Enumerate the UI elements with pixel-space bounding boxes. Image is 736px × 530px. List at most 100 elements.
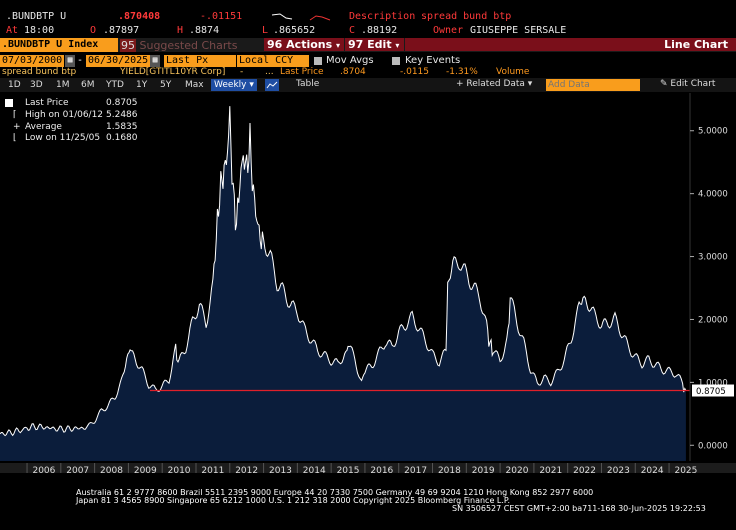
last-value-label: 0.8705 bbox=[696, 387, 726, 397]
tab-1y[interactable]: 1Y bbox=[136, 80, 148, 90]
y-tick-label: 5.0000 bbox=[698, 127, 728, 137]
edit-button[interactable]: 97 Edit ▾ bbox=[345, 38, 404, 51]
x-tick-label: 2019 bbox=[472, 466, 495, 473]
average-marker-icon: + bbox=[13, 122, 21, 132]
currency-value: Local CCY bbox=[239, 55, 294, 66]
y-tick-label: 0.0000 bbox=[698, 441, 728, 451]
description-label: Description bbox=[349, 11, 416, 22]
start-date-field[interactable]: 07/03/2000 bbox=[0, 55, 64, 67]
tab-max[interactable]: Max bbox=[185, 80, 204, 90]
last-price-label: Last Price bbox=[280, 67, 324, 77]
series-area bbox=[0, 106, 686, 461]
related-data-button[interactable]: + Related Data ▾ bbox=[456, 79, 532, 89]
low-label: L bbox=[262, 25, 269, 36]
add-data-input[interactable] bbox=[546, 79, 640, 91]
price-field-select[interactable]: Last Px bbox=[164, 55, 236, 67]
footer-line-3: SN 3506527 CEST GMT+2:00 ba711-168 30-Ju… bbox=[452, 504, 706, 513]
mov-avgs-label: Mov Avgs bbox=[326, 55, 374, 66]
tab-6m[interactable]: 6M bbox=[81, 80, 95, 90]
high-label: H bbox=[177, 25, 184, 36]
x-tick-label: 2025 bbox=[674, 466, 697, 473]
edit-chart-icon: ✎ bbox=[660, 79, 671, 89]
calendar-icon[interactable]: ▦ bbox=[150, 55, 160, 67]
price-chart[interactable]: 0.0000 1.0000 2.0000 3.0000 4.0000 5.0000 0.87… bbox=[0, 93, 736, 473]
x-tick-label: 2006 bbox=[32, 466, 55, 473]
footer-line-1: Australia 61 2 9777 8600 Brazil 5511 239… bbox=[76, 488, 594, 497]
chart-title-bar: Line Chart bbox=[405, 38, 736, 51]
tab-1m[interactable]: 1M bbox=[56, 80, 70, 90]
key-events-checkbox[interactable] bbox=[392, 57, 400, 65]
close-value: .88192 bbox=[361, 25, 398, 36]
price-field-value: Last Px bbox=[166, 55, 209, 66]
mov-avgs-checkbox[interactable] bbox=[314, 57, 322, 65]
tab-3d[interactable]: 3D bbox=[30, 80, 43, 90]
legend-last-swatch bbox=[5, 99, 13, 107]
close-label: C bbox=[349, 25, 356, 36]
legend-low-value: 0.1680 bbox=[106, 133, 138, 143]
suggested-num: 95 bbox=[120, 39, 136, 52]
last-price-value: .8704 bbox=[340, 67, 366, 77]
actions-label: Actions bbox=[286, 38, 333, 51]
calendar-icon[interactable]: ▦ bbox=[65, 55, 75, 67]
separator-dash: - bbox=[240, 67, 244, 77]
series-name: spread bund btp bbox=[2, 67, 77, 77]
period-select[interactable]: Weekly ▾ bbox=[211, 79, 257, 91]
open-value: .87897 bbox=[103, 25, 140, 36]
yield-ticker: YIELD[GTITL10YR Corp] bbox=[120, 67, 226, 77]
x-tick-label: 2018 bbox=[438, 466, 461, 473]
date-separator: - bbox=[77, 55, 84, 66]
time-value: 18:00 bbox=[24, 25, 55, 36]
x-tick-label: 2011 bbox=[201, 466, 224, 473]
high-value: .8874 bbox=[189, 25, 220, 36]
related-data-label: + Related Data bbox=[456, 79, 525, 89]
edit-chart-label: Edit Chart bbox=[670, 79, 716, 89]
chart-legend: Last Price 0.8705 ⌈ High on 01/06/12 5.2… bbox=[3, 96, 138, 146]
sparkline-icon bbox=[271, 13, 331, 21]
price-change: -.0115 bbox=[400, 67, 430, 77]
edit-chart-button[interactable]: ✎ Edit Chart bbox=[660, 79, 715, 89]
x-tick-label: 2008 bbox=[100, 466, 123, 473]
legend-low-label: Low on 11/25/05 bbox=[25, 133, 101, 143]
x-tick-label: 2020 bbox=[506, 466, 529, 473]
x-tick-label: 2012 bbox=[235, 466, 258, 473]
owner-label: Owner bbox=[433, 25, 464, 36]
price-change-pct: -1.31% bbox=[446, 67, 478, 77]
x-tick-label: 2013 bbox=[269, 466, 292, 473]
x-tick-label: 2009 bbox=[134, 466, 157, 473]
high-marker-icon: ⌈ bbox=[13, 110, 17, 120]
currency-select[interactable]: Local CCY bbox=[237, 55, 309, 67]
chevron-down-icon: ▾ bbox=[246, 80, 254, 90]
key-events-label: Key Events bbox=[405, 55, 461, 66]
change-value: -.01151 bbox=[200, 11, 243, 22]
actions-button[interactable]: 96 Actions ▾ bbox=[264, 38, 344, 51]
security-field[interactable]: .BUNDBTP U Index bbox=[0, 38, 118, 52]
legend-avg-value: 1.5835 bbox=[106, 122, 138, 132]
legend-high-value: 5.2486 bbox=[106, 110, 138, 120]
end-date-field[interactable]: 06/30/2025 bbox=[86, 55, 150, 67]
suggested-charts-button[interactable]: 95 Suggested Charts bbox=[120, 39, 237, 52]
x-axis-band bbox=[0, 463, 736, 473]
actions-num: 96 bbox=[267, 38, 283, 51]
edit-label: Edit bbox=[367, 38, 392, 51]
y-tick-label: 2.0000 bbox=[698, 315, 728, 325]
x-tick-label: 2024 bbox=[641, 466, 664, 473]
ticker: .BUNDBTP U bbox=[6, 11, 67, 22]
legend-high-label: High on 01/06/12 bbox=[25, 110, 104, 120]
tab-ytd[interactable]: YTD bbox=[106, 80, 124, 90]
tab-1d[interactable]: 1D bbox=[8, 80, 21, 90]
x-tick-label: 2015 bbox=[337, 466, 360, 473]
description-value: spread bund btp bbox=[421, 11, 512, 22]
x-tick-label: 2010 bbox=[168, 466, 191, 473]
suggested-label: Suggested Charts bbox=[139, 39, 238, 52]
y-tick-label: 4.0000 bbox=[698, 190, 728, 200]
x-tick-label: 2017 bbox=[404, 466, 427, 473]
legend-last-value: 0.8705 bbox=[106, 98, 138, 108]
tab-5y[interactable]: 5Y bbox=[160, 80, 172, 90]
table-button[interactable]: Table bbox=[296, 79, 320, 89]
chevron-down-icon: ▾ bbox=[336, 41, 341, 50]
low-marker-icon: ⌊ bbox=[13, 133, 17, 143]
x-tick-label: 2023 bbox=[607, 466, 630, 473]
at-label: At bbox=[6, 25, 19, 36]
line-chart-icon[interactable] bbox=[265, 79, 279, 91]
x-tick-label: 2007 bbox=[66, 466, 89, 473]
